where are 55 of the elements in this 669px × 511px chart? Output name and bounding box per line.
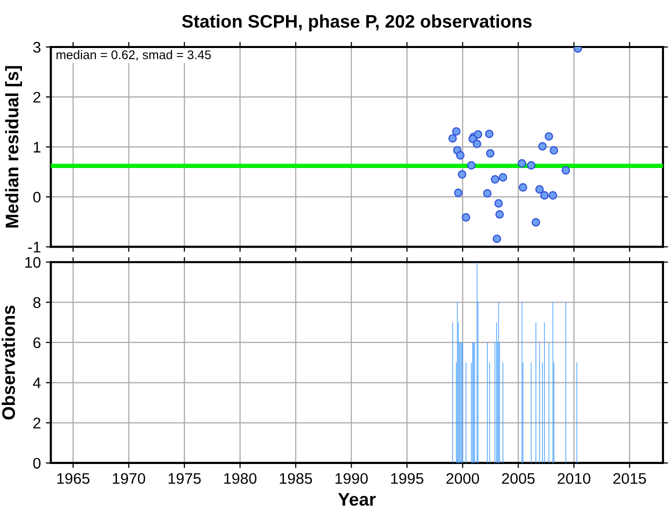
y-tick-label: 0 <box>33 192 41 203</box>
x-tick-label: 1985 <box>280 473 312 484</box>
point <box>490 175 500 184</box>
y-tick-label: 0 <box>33 458 41 469</box>
point <box>518 183 528 192</box>
point <box>448 134 457 143</box>
point <box>562 166 570 175</box>
point <box>532 218 540 227</box>
point <box>474 130 482 139</box>
y-tick-label: 1 <box>34 142 40 152</box>
point <box>495 210 504 219</box>
y-tick-label: 2 <box>33 418 40 428</box>
x-tick-label: 1975 <box>168 473 201 484</box>
point <box>456 151 465 160</box>
x-axis-title: Year <box>338 493 376 506</box>
y-tick-label: 3 <box>33 42 40 53</box>
y-tick-label: 2 <box>33 92 40 102</box>
point <box>526 161 536 170</box>
y-tick-label: 6 <box>33 337 40 348</box>
point <box>494 199 503 208</box>
point <box>454 188 463 198</box>
y-tick-label: 8 <box>33 297 40 308</box>
point <box>544 132 554 141</box>
point <box>462 213 470 222</box>
x-tick-label: 2010 <box>558 473 590 484</box>
y-tick-label: 10 <box>25 257 41 268</box>
y-axis-title: Observations <box>2 306 16 420</box>
point <box>486 149 494 158</box>
y-tick-label: -1 <box>28 242 40 252</box>
point <box>492 234 502 244</box>
x-tick-label: 2000 <box>446 473 480 484</box>
point <box>452 127 461 136</box>
x-tick-label: 1995 <box>391 473 424 484</box>
point <box>550 146 558 155</box>
x-tick-label: 1970 <box>112 473 146 484</box>
point <box>498 173 508 182</box>
y-axis-title: Median residual [s] <box>5 66 22 228</box>
chart-title: Station SCPH, phase P, 202 observations <box>182 14 532 32</box>
y-tick-label: 4 <box>32 378 41 388</box>
x-tick-label: 1980 <box>224 473 256 484</box>
x-tick-label: 2005 <box>502 473 535 484</box>
point <box>467 161 476 170</box>
point <box>540 191 549 200</box>
point <box>485 130 494 138</box>
x-tick-label: 1965 <box>57 473 90 484</box>
point <box>538 142 547 151</box>
point <box>518 159 526 168</box>
point <box>483 189 492 198</box>
x-tick-label: 2015 <box>613 473 646 484</box>
point <box>472 140 482 148</box>
point <box>548 191 558 200</box>
point <box>535 185 544 194</box>
x-tick-label: 1990 <box>336 473 368 484</box>
point <box>458 170 466 179</box>
annotation: median = 0.62, smad = 3.45 <box>56 50 211 61</box>
